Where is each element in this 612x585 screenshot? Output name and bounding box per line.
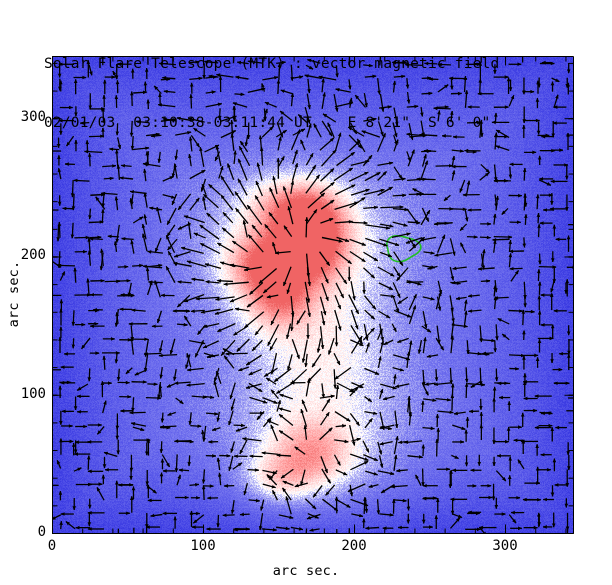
vector-magnetogram-plot[interactable] xyxy=(0,0,612,585)
solar-magnetogram-figure: Solar Flare Telescope (MTK) : vector mag… xyxy=(0,0,612,585)
